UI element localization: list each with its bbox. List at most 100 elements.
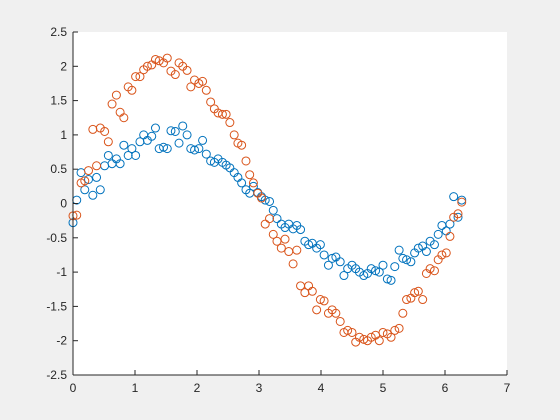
x-tick-label: 1	[132, 381, 139, 395]
data-point	[378, 260, 388, 270]
data-point	[260, 219, 270, 229]
data-point	[429, 240, 439, 250]
data-point	[457, 197, 467, 207]
data-point	[390, 262, 400, 272]
data-point	[111, 90, 121, 100]
data-point	[190, 145, 200, 155]
x-tick-label: 7	[504, 381, 511, 395]
data-point	[433, 229, 443, 239]
y-tick-label: -2	[56, 334, 67, 348]
data-point	[170, 70, 180, 80]
data-point	[229, 130, 239, 140]
data-point	[354, 332, 364, 342]
data-point	[453, 209, 463, 219]
data-point	[115, 159, 125, 169]
data-point	[265, 196, 275, 206]
data-point	[280, 234, 290, 244]
data-point	[312, 305, 322, 315]
data-point	[441, 248, 451, 258]
data-point	[245, 170, 255, 180]
data-point	[194, 144, 204, 154]
data-point	[84, 166, 93, 176]
data-point	[92, 172, 102, 182]
data-point	[88, 190, 98, 200]
data-point	[319, 296, 329, 306]
data-point	[335, 257, 345, 267]
data-point	[150, 54, 160, 64]
data-point	[92, 161, 102, 171]
data-point	[159, 142, 169, 152]
data-point	[135, 72, 145, 82]
data-point	[154, 56, 164, 66]
data-point	[225, 118, 235, 128]
data-point	[80, 176, 90, 186]
data-point	[186, 82, 196, 92]
data-point	[123, 150, 133, 160]
data-point	[292, 245, 302, 255]
data-point	[366, 332, 376, 342]
plot-area	[73, 32, 507, 375]
data-point	[119, 140, 129, 150]
data-point	[131, 150, 141, 160]
data-point	[398, 253, 408, 263]
data-point	[307, 286, 317, 296]
data-point	[182, 130, 192, 140]
data-point	[256, 193, 266, 203]
data-point	[198, 76, 208, 86]
data-point	[95, 185, 105, 195]
data-point	[371, 266, 381, 276]
data-point	[127, 85, 137, 95]
data-point	[80, 185, 90, 195]
data-point	[268, 229, 278, 239]
data-point	[449, 192, 459, 202]
data-point	[421, 247, 431, 257]
data-point	[413, 243, 423, 253]
data-point	[453, 212, 463, 222]
data-point	[304, 240, 314, 250]
data-point	[319, 250, 329, 260]
data-point	[374, 336, 384, 346]
data-point	[127, 144, 137, 154]
data-point	[429, 266, 439, 276]
data-point	[100, 126, 110, 136]
data-point	[162, 53, 172, 63]
data-point	[170, 126, 180, 136]
y-tick-label: -0.5	[46, 231, 67, 245]
data-point	[378, 327, 388, 337]
x-tick-label: 6	[442, 381, 449, 395]
data-point	[382, 274, 392, 284]
data-point	[84, 174, 93, 184]
data-point	[241, 156, 251, 166]
data-point	[131, 72, 141, 82]
data-point	[182, 65, 192, 75]
data-point	[142, 61, 152, 71]
data-point	[221, 109, 231, 119]
data-point	[166, 126, 176, 136]
data-point	[272, 214, 282, 224]
y-tick-label: 1	[60, 128, 67, 142]
data-point	[406, 257, 416, 267]
data-point	[339, 271, 349, 281]
data-point	[201, 85, 211, 95]
data-point	[107, 99, 117, 109]
data-point	[272, 236, 282, 246]
data-point	[386, 275, 396, 285]
y-tick-label: 0.5	[50, 162, 67, 176]
x-tick-label: 2	[194, 381, 201, 395]
data-point	[296, 225, 306, 235]
y-tick-label: 1.5	[50, 94, 67, 108]
data-point	[248, 178, 258, 188]
data-point	[402, 295, 412, 305]
y-tick-label: 0	[60, 197, 67, 211]
data-point	[268, 205, 278, 215]
series-layer	[68, 53, 467, 347]
y-tick-label: -1	[56, 265, 67, 279]
y-tick-label: -1.5	[46, 299, 67, 313]
data-point	[398, 308, 408, 318]
y-tick-label: 2	[60, 59, 67, 73]
axes-layer: 0 1 2 3 4 5 6 7 -2.5 -2 -1.5 -1 -0.5 0 0.5 1 1.5 2 2.5	[46, 25, 510, 395]
data-point	[103, 137, 113, 147]
data-point	[347, 327, 357, 337]
